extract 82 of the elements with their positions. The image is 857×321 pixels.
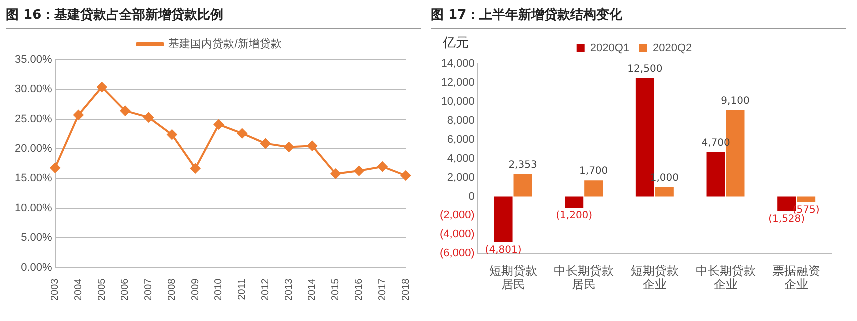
- point: [50, 163, 60, 174]
- text: 居民: [572, 278, 596, 292]
- chart-title: 图 17：上半年新增贷款结构变化: [431, 4, 846, 29]
- y-tick-label: 14,000: [441, 58, 475, 70]
- point: [144, 112, 154, 123]
- x-tick-label: 短期贷款: [489, 264, 538, 278]
- x-tick-label: 2008: [166, 278, 178, 302]
- text: 居民: [501, 278, 526, 292]
- y-tick-label: 10.00%: [14, 202, 53, 214]
- y-tick-label: 30.00%: [14, 84, 53, 96]
- bar: [514, 174, 532, 197]
- point: [330, 168, 341, 179]
- legend-label: 2020Q1: [590, 42, 630, 55]
- point: [401, 170, 411, 181]
- point: [284, 142, 294, 152]
- point: [190, 164, 201, 174]
- y-tick-label: 6,000: [447, 134, 475, 146]
- x-tick-label: 中长期贷款: [554, 264, 614, 278]
- x-tick-label: 2009: [190, 278, 202, 302]
- text: 企业: [784, 278, 809, 292]
- x-tick-label: 2018: [400, 278, 412, 302]
- x-tick-label: 2006: [120, 278, 132, 302]
- x-tick-label: 中长期贷款: [696, 264, 756, 278]
- y-tick-label: (2,000): [440, 210, 475, 222]
- point: [354, 166, 364, 176]
- x-tick-label: 2010: [214, 278, 225, 302]
- data-label: 2,353: [508, 160, 538, 172]
- x-tick-label: 2015: [330, 278, 342, 302]
- x-tick-label: 2005: [96, 278, 108, 302]
- chart-title: 图 16：基建贷款占全部新增贷款比例: [6, 4, 421, 29]
- point: [307, 141, 318, 152]
- y-axis-title: 亿元: [443, 35, 469, 52]
- data-label: (1,200): [556, 210, 593, 222]
- x-tick-label: 2003: [50, 278, 62, 302]
- y-tick-label: 4,000: [447, 152, 475, 165]
- y-tick-label: 2,000: [447, 172, 475, 184]
- y-tick-label: 10,000: [441, 96, 475, 108]
- point: [260, 138, 271, 149]
- x-tick-label: 2017: [377, 278, 388, 302]
- data-label: (4,801): [485, 244, 522, 256]
- bar: [655, 187, 674, 197]
- bar: [565, 196, 584, 208]
- bar: [797, 196, 816, 202]
- y-tick-label: 5.00%: [21, 232, 53, 244]
- text: 企业: [714, 278, 738, 292]
- x-tick-label: 票据融资: [772, 264, 821, 278]
- point: [214, 120, 224, 130]
- data-label: 12,500: [628, 64, 663, 75]
- bar: [706, 152, 726, 197]
- bar: [584, 180, 604, 197]
- legend-label: 基建国内贷款/新增贷款: [168, 38, 282, 51]
- x-tick-label: 2014: [307, 278, 318, 302]
- x-tick-label: 2011: [237, 278, 248, 300]
- data-label: 1,700: [580, 166, 608, 178]
- point: [120, 106, 130, 116]
- x-tick-label: 2007: [144, 278, 155, 302]
- data-label: (1,528): [768, 214, 806, 225]
- legend-label: 2020Q2: [653, 42, 692, 55]
- x-tick-label: 2012: [260, 278, 272, 302]
- y-tick-label: 15.00%: [14, 172, 53, 185]
- x-tick-label: 2004: [73, 278, 84, 302]
- point: [167, 130, 178, 140]
- y-tick-label: 20.00%: [14, 143, 53, 156]
- text: 企业: [642, 278, 667, 292]
- y-tick-label: 35.00%: [14, 54, 53, 66]
- y-tick-label: (6,000): [440, 248, 475, 260]
- y-tick-label: 25.00%: [14, 113, 53, 126]
- y-tick-label: 0.00%: [21, 262, 53, 274]
- point: [378, 162, 388, 172]
- bar: [494, 196, 513, 242]
- point: [74, 110, 84, 120]
- point: [97, 82, 108, 92]
- y-tick-label: 0: [468, 190, 475, 203]
- point: [237, 128, 248, 139]
- x-tick-label: 2013: [284, 278, 295, 302]
- data-label: (575): [792, 204, 820, 216]
- y-tick-label: 12,000: [441, 76, 475, 89]
- y-tick-label: 8,000: [447, 114, 475, 127]
- data-label: 9,100: [721, 96, 750, 108]
- x-tick-label: 短期贷款: [630, 264, 679, 278]
- y-tick-label: (4,000): [440, 228, 475, 241]
- x-tick-label: 2016: [354, 278, 365, 302]
